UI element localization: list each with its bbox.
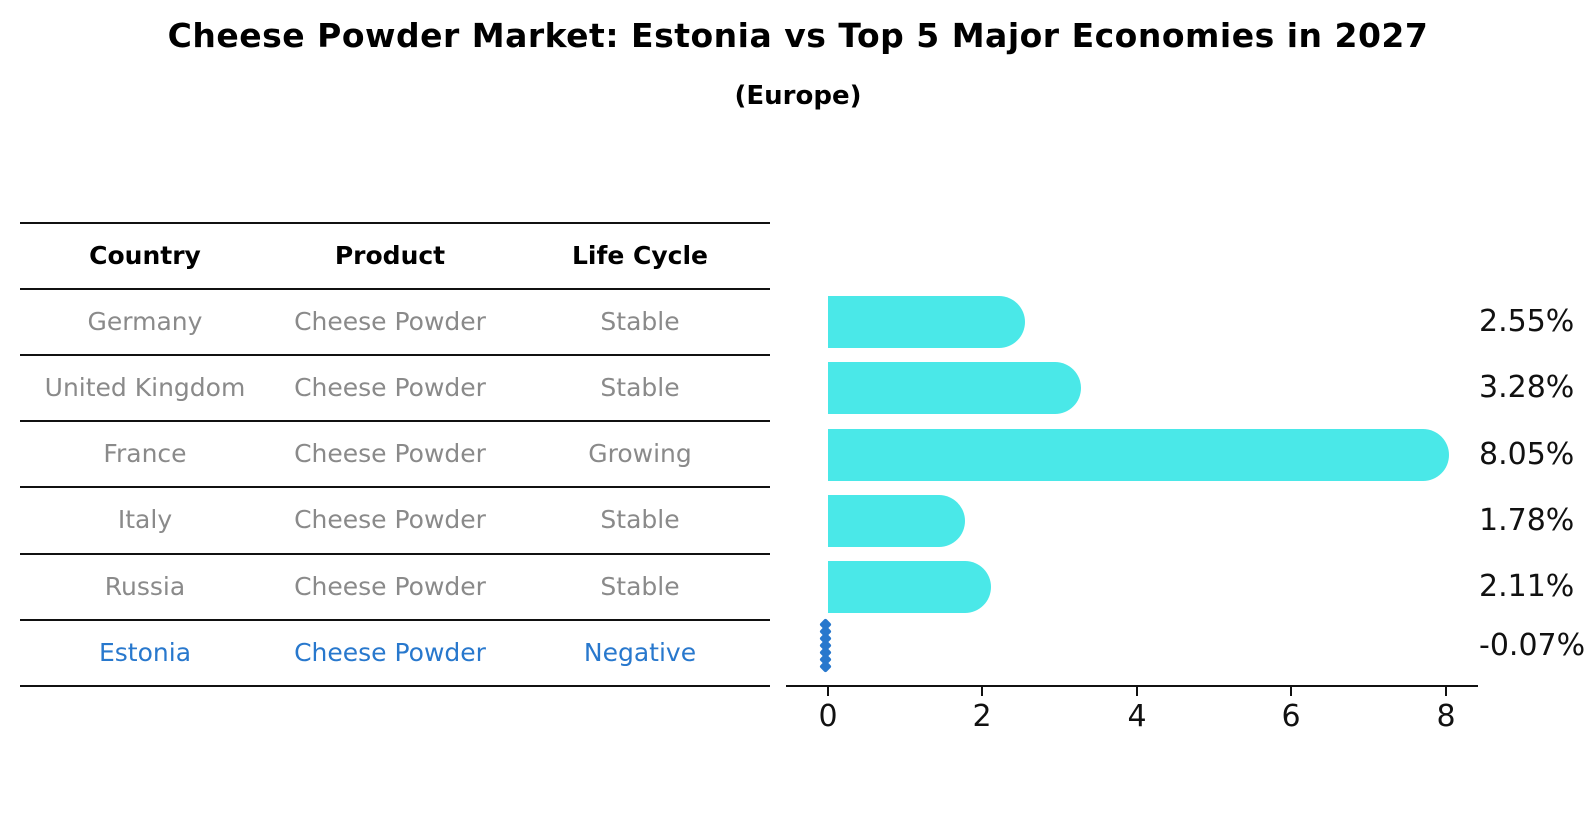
product-cell: Cheese Powder: [294, 372, 486, 402]
x-axis-tick: [1445, 687, 1447, 696]
table-header-row: Country Product Life Cycle: [20, 222, 770, 288]
table-rule: [20, 685, 770, 687]
table-rule: [20, 619, 770, 621]
table-row: Estonia Cheese Powder Negative: [20, 619, 770, 685]
country-cell: Italy: [117, 504, 173, 534]
bar-germany: [828, 296, 1025, 348]
value-label-italy: 1.78%: [1479, 503, 1575, 538]
country-cell: Germany: [87, 306, 203, 336]
life-cycle-cell: Stable: [600, 306, 680, 336]
product-cell: Cheese Powder: [294, 637, 486, 667]
life-cycle-cell: Negative: [583, 637, 697, 667]
estonia-zero-marker: [819, 618, 832, 674]
bar-italy: [828, 495, 966, 547]
life-cycle-cell: Stable: [600, 372, 680, 402]
value-label-estonia: -0.07%: [1479, 628, 1586, 663]
table-rule: [20, 354, 770, 356]
product-cell: Cheese Powder: [294, 306, 486, 336]
table-rule: [20, 486, 770, 488]
table-row: Germany Cheese Powder Stable: [20, 288, 770, 354]
table-row: Russia Cheese Powder Stable: [20, 553, 770, 619]
chart-title: Cheese Powder Market: Estonia vs Top 5 M…: [167, 16, 1429, 55]
country-cell: France: [103, 438, 187, 468]
table-row: France Cheese Powder Growing: [20, 420, 770, 486]
column-header-product: Product: [334, 240, 446, 270]
life-cycle-cell: Growing: [588, 438, 692, 468]
bar-united-kingdom: [828, 362, 1082, 414]
x-tick-label: 4: [1127, 699, 1147, 734]
bar-russia: [828, 561, 991, 613]
country-cell: Estonia: [98, 637, 192, 667]
bar-france: [828, 429, 1450, 481]
value-label-russia: 2.11%: [1479, 569, 1575, 604]
x-tick-label: 0: [818, 699, 838, 734]
value-label-united-kingdom: 3.28%: [1479, 370, 1575, 405]
x-axis-tick: [981, 687, 983, 696]
x-axis-line: [786, 685, 1478, 687]
table-rule: [20, 288, 770, 290]
product-cell: Cheese Powder: [294, 438, 486, 468]
chart-subtitle: (Europe): [734, 81, 862, 111]
x-axis-tick: [1136, 687, 1138, 696]
table-rule: [20, 420, 770, 422]
table-row: United Kingdom Cheese Powder Stable: [20, 354, 770, 420]
x-tick-label: 6: [1281, 699, 1301, 734]
life-cycle-cell: Stable: [600, 571, 680, 601]
value-label-france: 8.05%: [1479, 437, 1575, 472]
table-row: Italy Cheese Powder Stable: [20, 486, 770, 552]
value-label-germany: 2.55%: [1479, 304, 1575, 339]
column-header-life-cycle: Life Cycle: [571, 240, 709, 270]
country-cell: Russia: [104, 571, 186, 601]
product-cell: Cheese Powder: [294, 504, 486, 534]
table-rule: [20, 553, 770, 555]
column-header-country: Country: [89, 240, 201, 270]
product-cell: Cheese Powder: [294, 571, 486, 601]
country-cell: United Kingdom: [44, 372, 246, 402]
life-cycle-cell: Stable: [600, 504, 680, 534]
table-rule: [20, 222, 770, 224]
x-axis-tick: [1290, 687, 1292, 696]
x-tick-label: 2: [972, 699, 992, 734]
x-axis-tick: [827, 687, 829, 696]
x-tick-label: 8: [1436, 699, 1456, 734]
